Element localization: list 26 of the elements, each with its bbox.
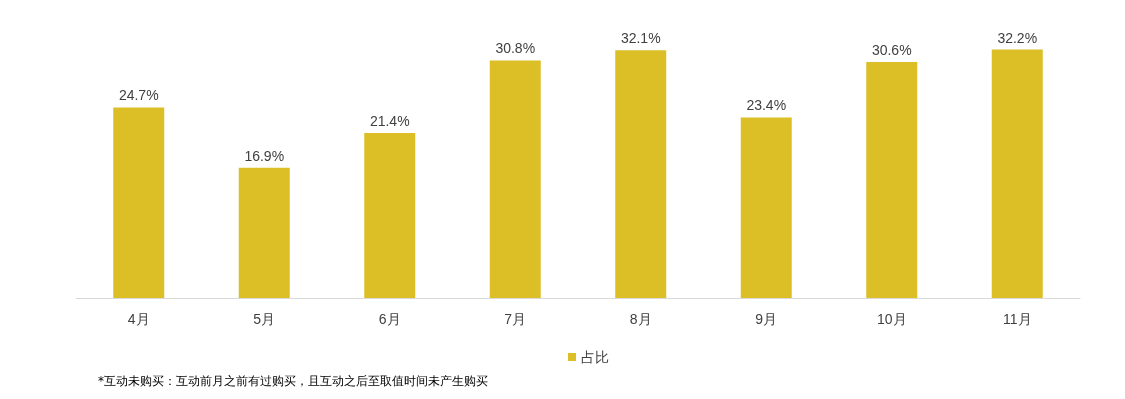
data-label: 30.6% <box>871 41 912 58</box>
bar <box>740 117 792 298</box>
bar <box>238 167 290 298</box>
x-tick-label: 11月 <box>1002 311 1032 327</box>
bar <box>866 61 918 298</box>
data-label: 32.2% <box>997 29 1038 46</box>
bar <box>364 132 416 298</box>
text: *互动未购买：互动前月之前有过购买，且互动之后至取值时间未产生购买 <box>98 374 488 388</box>
data-label: 16.9% <box>244 147 285 164</box>
bar <box>113 107 165 298</box>
data-label: 32.1% <box>620 30 661 47</box>
x-tick-label: 4月 <box>127 311 150 327</box>
x-tick-label: 7月 <box>504 311 527 327</box>
bar <box>991 49 1043 298</box>
x-tick-label: 10月 <box>876 311 907 327</box>
data-label: 24.7% <box>118 87 159 104</box>
data-label: 23.4% <box>746 97 787 114</box>
x-tick-label: 5月 <box>253 311 276 327</box>
x-tick-label: 9月 <box>755 311 778 327</box>
data-label: 21.4% <box>369 112 410 129</box>
bar <box>489 60 541 298</box>
x-tick-label: 6月 <box>378 311 401 327</box>
x-tick-label: 8月 <box>629 311 652 327</box>
bar <box>615 50 667 298</box>
data-label: 30.8% <box>495 40 536 57</box>
legend-label: 占比 <box>581 349 609 365</box>
